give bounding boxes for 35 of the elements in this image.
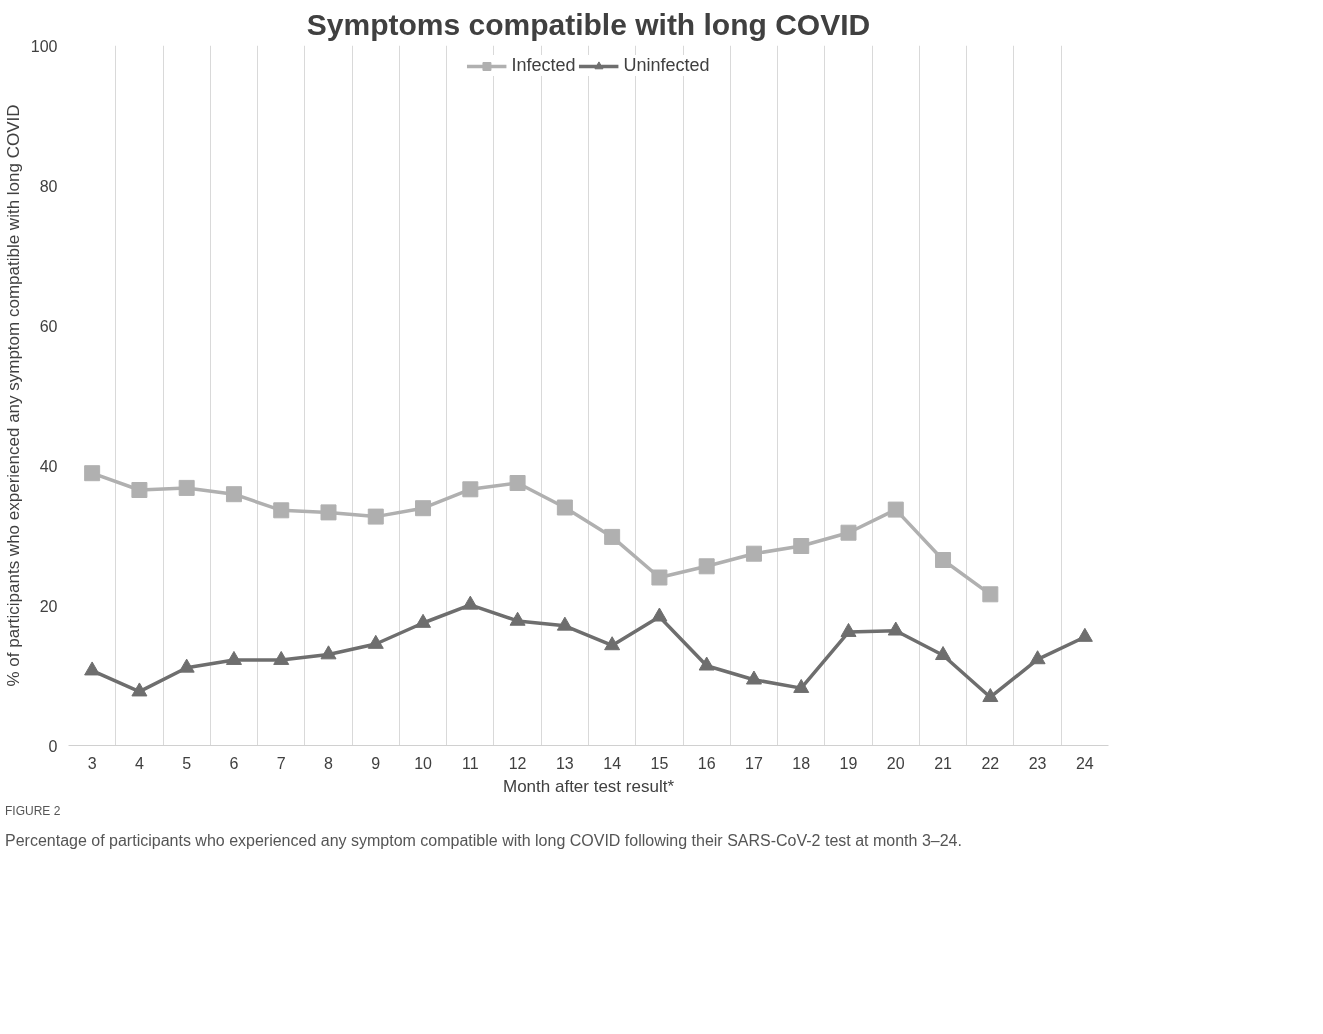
x-tick-label: 13 [555,754,574,772]
legend-label: Uninfected [623,55,710,76]
x-tick-label: 24 [1075,754,1094,772]
x-tick-label: 20 [886,754,905,772]
x-tick-label: 5 [182,754,192,772]
y-tick-label: 0 [48,737,58,755]
y-tick-label: 100 [30,37,58,55]
x-tick-label: 14 [603,754,622,772]
x-tick-label: 3 [87,754,97,772]
y-tick-label: 60 [39,317,58,335]
x-tick-label: 16 [697,754,716,772]
x-tick-label: 6 [229,754,239,772]
caption: FIGURE 2 [5,803,61,820]
x-tick-label: 21 [934,754,953,772]
x-tick-label: 23 [1028,754,1047,772]
y-tick-label: 40 [39,457,58,475]
x-tick-label: 17 [745,754,763,772]
y-axis-title: % of participants who experienced any symptom compatible with long COVID [3,104,23,687]
x-tick-label: 7 [276,754,286,772]
y-tick-label: 20 [39,597,58,615]
legend-label: Infected [511,55,576,76]
chart-title: Symptoms compatible with long COVID [306,7,871,41]
x-tick-label: 19 [839,754,858,772]
x-tick-label: 10 [414,754,433,772]
x-tick-label: 11 [462,754,479,772]
text: Percentage of participants who experienced any symptom compatible with long COVID following their SARS-CoV-2 test at month 3–24. [5,831,962,852]
x-tick-label: 12 [508,754,527,772]
x-tick-label: 8 [324,754,334,772]
x-axis-title: Month after test result* [502,776,675,796]
x-tick-label: 15 [650,754,669,772]
x-tick-label: 9 [371,754,381,772]
x-tick-label: 18 [792,754,811,772]
x-tick-label: 22 [981,754,1000,772]
y-tick-label: 80 [39,177,58,195]
x-tick-label: 4 [134,754,144,772]
